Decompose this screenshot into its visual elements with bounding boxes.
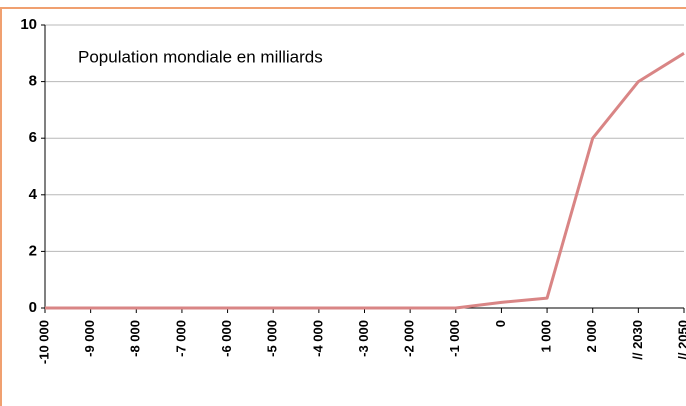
x-tick-label: -4 000	[310, 320, 325, 357]
y-tick-label: 0	[29, 299, 37, 316]
y-tick-label: 4	[29, 186, 38, 203]
x-tick-label: // 2030	[630, 320, 645, 360]
x-tick-label: // 2050	[675, 320, 686, 360]
x-tick-label: 2 000	[584, 320, 599, 353]
x-tick-label: 1 000	[539, 320, 554, 353]
x-tick-label: -7 000	[173, 320, 188, 357]
y-tick-label: 10	[20, 16, 37, 33]
y-tick-label: 6	[29, 129, 37, 146]
x-tick-label: -6 000	[219, 320, 234, 357]
x-tick-label: -8 000	[128, 320, 143, 357]
chart-title: Population mondiale en milliards	[78, 47, 323, 66]
x-tick-label: -1 000	[447, 320, 462, 357]
x-tick-label: -5 000	[265, 320, 280, 357]
y-tick-label: 8	[29, 73, 37, 90]
x-tick-label: -9 000	[82, 320, 97, 357]
x-tick-label: -2 000	[402, 320, 417, 357]
x-tick-label: -3 000	[356, 320, 371, 357]
x-tick-label: 0	[493, 320, 508, 327]
data-line	[45, 52, 685, 310]
x-tick-label: -10 000	[36, 320, 51, 364]
y-tick-label: 2	[29, 242, 37, 259]
